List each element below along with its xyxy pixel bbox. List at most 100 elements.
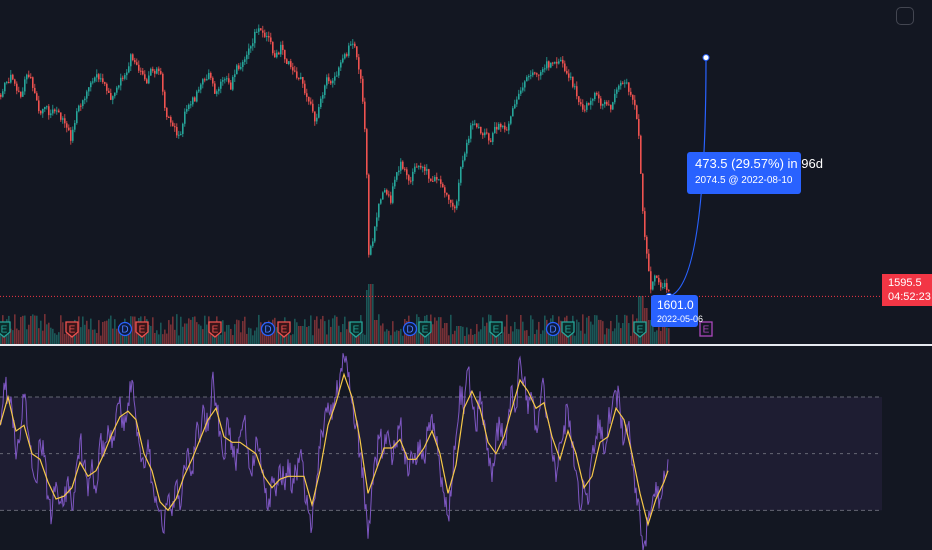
candle-body: [486, 132, 488, 134]
volume-bar: [70, 330, 72, 344]
candle-body: [46, 106, 48, 108]
candle-body: [50, 113, 52, 116]
candle-body: [336, 75, 338, 77]
candle-body: [220, 81, 222, 89]
candle-body: [376, 217, 378, 227]
candle-body: [222, 80, 224, 82]
candle-body: [80, 105, 82, 107]
volume-bar: [602, 321, 604, 344]
candle-body: [198, 89, 200, 92]
candle-body: [348, 45, 350, 56]
candle-body: [374, 226, 376, 242]
volume-bar: [182, 326, 184, 344]
volume-bar: [296, 322, 298, 344]
candle-body: [92, 81, 94, 83]
volume-bar: [484, 326, 486, 344]
candle-body: [604, 101, 606, 105]
candle-body: [268, 36, 270, 38]
candle-body: [126, 72, 128, 76]
volume-bar: [578, 322, 580, 344]
candle-body: [654, 275, 656, 282]
candle-body: [334, 76, 336, 81]
volume-bar: [12, 330, 14, 344]
low-callout[interactable]: 1601.0 2022-05-06: [651, 295, 703, 327]
volume-bar: [172, 316, 174, 344]
volume-bar: [374, 320, 376, 344]
candle-body: [458, 182, 460, 202]
volume-bar: [290, 335, 292, 344]
event-marker-label: E: [493, 325, 500, 336]
volume-bar: [186, 323, 188, 344]
candle-body: [346, 54, 348, 56]
candle-body: [38, 100, 40, 112]
volume-bar: [40, 320, 42, 344]
volume-bar: [310, 315, 312, 344]
projection-callout[interactable]: 473.5 (29.57%) in 96d 2074.5 @ 2022-08-1…: [687, 152, 823, 194]
candle-body: [366, 129, 368, 175]
volume-bar: [576, 319, 578, 344]
candle-body: [372, 241, 374, 247]
volume-bar: [514, 321, 516, 344]
candle-body: [414, 166, 416, 172]
volume-bar: [402, 335, 404, 344]
volume-bar: [652, 320, 654, 344]
volume-bar: [510, 326, 512, 344]
candle-body: [480, 126, 482, 134]
volume-bar: [526, 330, 528, 344]
volume-bar: [666, 327, 668, 344]
candle-body: [140, 70, 142, 72]
volume-bar: [322, 315, 324, 344]
volume-bar: [168, 320, 170, 344]
pane-divider[interactable]: [0, 344, 932, 346]
candle-body: [646, 236, 648, 254]
volume-bar: [536, 329, 538, 344]
volume-bar: [634, 324, 636, 344]
volume-bar: [530, 315, 532, 344]
earnings-icon: [277, 321, 291, 338]
candle-body: [30, 76, 32, 78]
candle-body: [442, 183, 444, 188]
volume-bar: [320, 319, 322, 344]
chart-settings-button[interactable]: [896, 7, 914, 25]
volume-bar: [120, 326, 122, 344]
event-marker-earnings-missed: E: [277, 321, 291, 338]
candle-body: [626, 82, 628, 84]
oscillator-signal-line: [0, 372, 669, 527]
earnings-icon: [418, 321, 432, 338]
candle-body: [518, 93, 520, 100]
candle-body: [502, 125, 504, 128]
candle-body: [234, 74, 236, 78]
candle-body: [22, 91, 24, 97]
candle-body: [164, 91, 166, 108]
candle-body: [176, 127, 178, 136]
candle-body: [62, 118, 64, 120]
candle-body: [122, 77, 124, 79]
candle-body: [438, 179, 440, 181]
volume-bar: [288, 325, 290, 344]
candle-body: [298, 77, 300, 79]
candle-body: [462, 160, 464, 168]
candle-body: [160, 71, 162, 74]
volume-bar: [592, 324, 594, 344]
volume-bar: [156, 330, 158, 344]
candle-body: [2, 91, 4, 97]
event-marker-label: D: [264, 325, 271, 336]
candle-body: [460, 167, 462, 183]
candle-body: [214, 83, 216, 94]
volume-bar: [338, 325, 340, 344]
event-marker-earnings-missed: E: [135, 321, 149, 338]
candle-body: [248, 48, 250, 55]
candle-body: [260, 28, 262, 31]
earnings-icon: [0, 321, 11, 338]
candle-body: [196, 91, 198, 102]
volume-bar: [206, 324, 208, 344]
volume-bar: [624, 314, 626, 344]
candle-body: [0, 94, 2, 97]
candle-body: [622, 82, 624, 84]
volume-bar: [476, 324, 478, 344]
candle-body: [66, 123, 68, 128]
volume-bar: [220, 334, 222, 344]
volume-bar: [588, 315, 590, 344]
candle-body: [314, 111, 316, 122]
volume-bar: [162, 334, 164, 344]
